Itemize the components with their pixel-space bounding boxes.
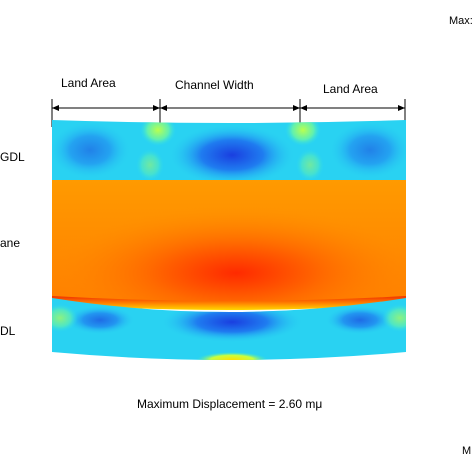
top-gdl-layer [52,120,406,180]
top-gdl-label: GDL [0,150,25,164]
membrane-label: ane [0,236,21,250]
channel-width-label: Channel Width [175,78,254,92]
land-area-right-label: Land Area [323,82,378,96]
caption-unit: mμ [305,397,323,411]
legend-max-bottom-label: M [462,445,472,457]
land-area-left-label: Land Area [61,76,116,90]
legend-max-top-label: Max: [449,15,473,27]
caption-prefix: Maximum Displacement = [137,397,279,411]
bottom-gdl-label: DL [0,324,16,338]
dimension-arrowheads [52,105,405,111]
caption-value: 2.60 [278,397,303,411]
max-displacement-caption: Maximum Displacement = 2.60 mμ [137,397,322,411]
dimension-lines [51,99,406,127]
membrane-layer [52,180,406,304]
membrane-gdl-interface [52,296,406,310]
